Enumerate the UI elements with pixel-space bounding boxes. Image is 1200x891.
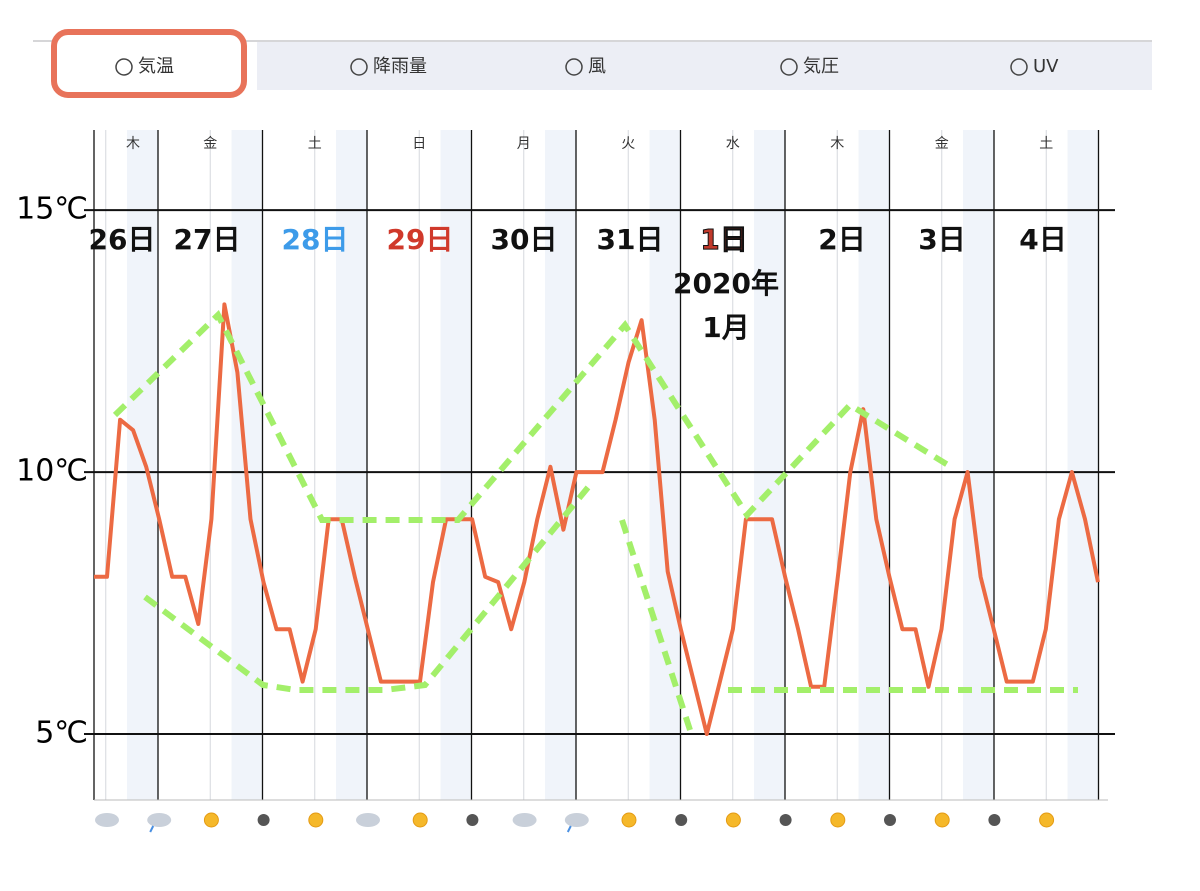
- cloud-icon: [95, 813, 119, 827]
- weekday-label: 木: [830, 136, 844, 152]
- high-trend: [112, 310, 950, 523]
- night-band: [127, 130, 158, 800]
- moon-icon: [779, 814, 792, 826]
- night-band: [649, 130, 681, 800]
- date-label: 27日: [174, 223, 241, 256]
- moon-icon: [675, 814, 688, 826]
- moon-icon: [988, 814, 1001, 826]
- sun-icon: [934, 812, 950, 828]
- low-trend: [143, 483, 593, 693]
- tabs: 気温 降雨量 風 気圧 UV: [51, 29, 1059, 98]
- weekday-label: 金: [203, 136, 217, 152]
- date-label: 28日: [282, 223, 349, 256]
- sun-icon: [830, 812, 846, 828]
- low-trend: [619, 519, 693, 731]
- selected-tab[interactable]: [51, 29, 247, 98]
- moon-icon: [884, 814, 896, 826]
- y-tick-label: 15℃: [16, 192, 88, 227]
- weekday-label: 日: [412, 136, 426, 152]
- y-tick-label: 5℃: [35, 715, 88, 750]
- date-label: 4日: [1019, 223, 1066, 256]
- tab-label[interactable]: 降雨量: [373, 56, 427, 77]
- sun-icon: [308, 812, 324, 828]
- tab-bar: [257, 42, 1152, 90]
- tab-icon: [1010, 58, 1028, 76]
- tab-label[interactable]: 風: [588, 56, 606, 77]
- date-label: 31日: [597, 223, 664, 256]
- tab-icon: [565, 58, 583, 76]
- weather-icons: [95, 812, 1055, 833]
- rain-icon: [566, 825, 572, 833]
- moon-icon: [257, 814, 270, 826]
- weekday-label: 火: [621, 136, 635, 152]
- weekday-label: 土: [1039, 136, 1053, 152]
- night-band: [1067, 130, 1099, 800]
- weekday-label: 水: [726, 136, 740, 152]
- sun-icon: [412, 812, 428, 828]
- cloud-icon: [147, 813, 172, 827]
- date-label: 1日: [700, 223, 747, 256]
- cloud-icon: [564, 813, 589, 827]
- date-label: 3日: [918, 223, 965, 256]
- sun-icon: [621, 812, 637, 828]
- night-band: [963, 130, 994, 800]
- chart: 木金土日月火水木金土: [84, 136, 1115, 736]
- cloud-icon: [356, 813, 380, 827]
- weekday-label: 木: [126, 136, 140, 152]
- rain-icon: [149, 825, 155, 833]
- date-label: 29日: [387, 223, 454, 256]
- tab-icon: [115, 58, 133, 76]
- sun-icon: [725, 812, 741, 828]
- tab-label[interactable]: 気温: [138, 56, 174, 77]
- chart-background: [93, 130, 1108, 801]
- date-label: 2日: [818, 223, 865, 256]
- moon-icon: [466, 814, 479, 826]
- trend-annotations: [112, 310, 1078, 731]
- weekday-label: 土: [308, 136, 322, 152]
- weekday-label: 金: [935, 136, 949, 152]
- annotation: 1月: [702, 311, 749, 344]
- night-band: [440, 130, 472, 800]
- tab-icon: [350, 58, 368, 76]
- annotation: 2020年: [673, 267, 779, 300]
- sun-icon: [1039, 812, 1055, 828]
- temperature-line: [94, 302, 1100, 736]
- weekday-label: 月: [517, 136, 531, 152]
- date-label: 30日: [491, 223, 558, 256]
- night-band: [754, 130, 785, 800]
- tab-label[interactable]: UV: [1033, 56, 1059, 77]
- tab-icon: [780, 58, 798, 76]
- date-label: 26日: [89, 223, 156, 256]
- y-tick-label: 10℃: [16, 454, 88, 489]
- cloud-icon: [512, 813, 537, 827]
- sun-icon: [203, 812, 219, 828]
- tab-label[interactable]: 気圧: [803, 56, 839, 77]
